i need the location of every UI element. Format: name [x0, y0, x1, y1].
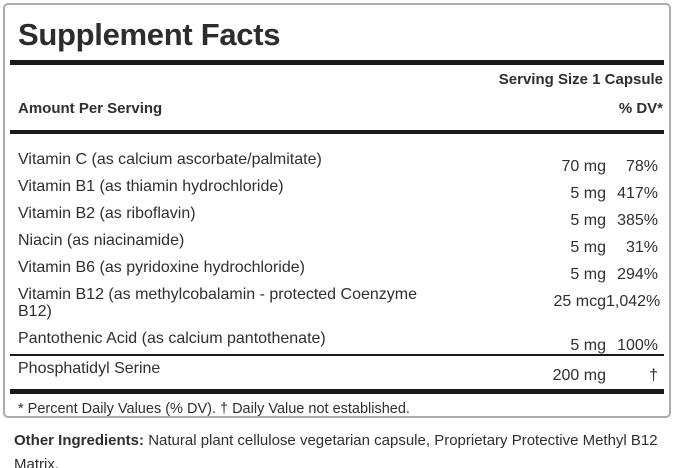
- serving-size-text: Serving Size 1 Capsule: [498, 71, 663, 88]
- table-row-phosphatidyl-serine: Phosphatidyl Serine 200 mg †: [10, 356, 664, 384]
- nutrient-dv: 417%: [617, 185, 658, 202]
- nutrient-name: Phosphatidyl Serine: [18, 360, 161, 377]
- nutrient-dv: 385%: [617, 212, 658, 229]
- nutrient-dv: 100%: [617, 337, 658, 354]
- column-headers: Amount Per Serving % DV*: [10, 87, 664, 122]
- title-divider: [10, 60, 664, 65]
- nutrient-amount: 70 mg: [561, 158, 606, 175]
- nutrient-values: 200 mg †: [528, 367, 658, 384]
- nutrient-values: 5 mg 294%: [528, 266, 658, 283]
- nutrient-name: Vitamin C (as calcium ascorbate/palmitat…: [18, 151, 322, 168]
- nutrient-name: Vitamin B2 (as riboflavin): [18, 205, 196, 222]
- nutrient-dv: 78%: [625, 158, 658, 175]
- section-divider: [10, 354, 664, 356]
- table-row: Vitamin C (as calcium ascorbate/palmitat…: [10, 146, 664, 175]
- table-row: Vitamin B12 (as methylcobalamin - protec…: [10, 281, 664, 325]
- table-row: Niacin (as niacinamide) 5 mg 31%: [10, 227, 664, 256]
- nutrient-amount: 5 mg: [570, 337, 606, 354]
- nutrient-amount: 200 mg: [552, 367, 606, 384]
- nutrient-amount: 5 mg: [570, 212, 606, 229]
- table-row: Vitamin B1 (as thiamin hydrochloride) 5 …: [10, 173, 664, 202]
- nutrient-values: 5 mg 417%: [528, 185, 658, 202]
- footnote: * Percent Daily Values (% DV). † Daily V…: [18, 401, 410, 417]
- nutrient-values: 70 mg 78%: [528, 158, 658, 175]
- nutrient-dv: 1,042%: [606, 293, 661, 310]
- table-row: Vitamin B6 (as pyridoxine hydrochloride)…: [10, 254, 664, 283]
- table-row: Pantothenic Acid (as calcium pantothenat…: [10, 325, 664, 354]
- nutrient-rows: Vitamin C (as calcium ascorbate/palmitat…: [10, 134, 664, 354]
- footnote-divider: [10, 389, 664, 394]
- nutrient-values: 5 mg 100%: [528, 337, 658, 354]
- percent-dv-header: % DV*: [618, 100, 663, 117]
- nutrient-name: Vitamin B1 (as thiamin hydrochloride): [18, 178, 284, 195]
- nutrient-values: 25 mcg 1,042%: [528, 293, 661, 310]
- nutrient-amount: 25 mcg: [553, 293, 606, 310]
- table-row: Vitamin B2 (as riboflavin) 5 mg 385%: [10, 200, 664, 229]
- nutrient-amount: 5 mg: [570, 239, 606, 256]
- nutrient-values: 5 mg 385%: [528, 212, 658, 229]
- nutrient-dv: 31%: [625, 239, 658, 256]
- nutrient-name: Pantothenic Acid (as calcium pantothenat…: [18, 330, 326, 347]
- nutrient-name: Niacin (as niacinamide): [18, 232, 185, 249]
- header-divider: [10, 130, 664, 134]
- nutrient-values: 5 mg 31%: [528, 239, 658, 256]
- supplement-facts-panel: Supplement Facts Serving Size 1 Capsule …: [3, 3, 671, 418]
- amount-per-serving-header: Amount Per Serving: [18, 100, 163, 117]
- nutrient-dv: †: [649, 367, 658, 384]
- other-ingredients-label: Other Ingredients:: [14, 432, 145, 449]
- panel-title: Supplement Facts: [18, 17, 281, 52]
- other-ingredients: Other Ingredients: Natural plant cellulo…: [14, 429, 664, 468]
- nutrient-dv: 294%: [617, 266, 658, 283]
- nutrient-name: Vitamin B6 (as pyridoxine hydrochloride): [18, 259, 305, 276]
- other-ingredients-text: Natural plant cellulose vegetarian capsu…: [14, 432, 658, 468]
- nutrient-amount: 5 mg: [570, 185, 606, 202]
- nutrient-name: Vitamin B12 (as methylcobalamin - protec…: [18, 286, 417, 320]
- nutrient-amount: 5 mg: [570, 266, 606, 283]
